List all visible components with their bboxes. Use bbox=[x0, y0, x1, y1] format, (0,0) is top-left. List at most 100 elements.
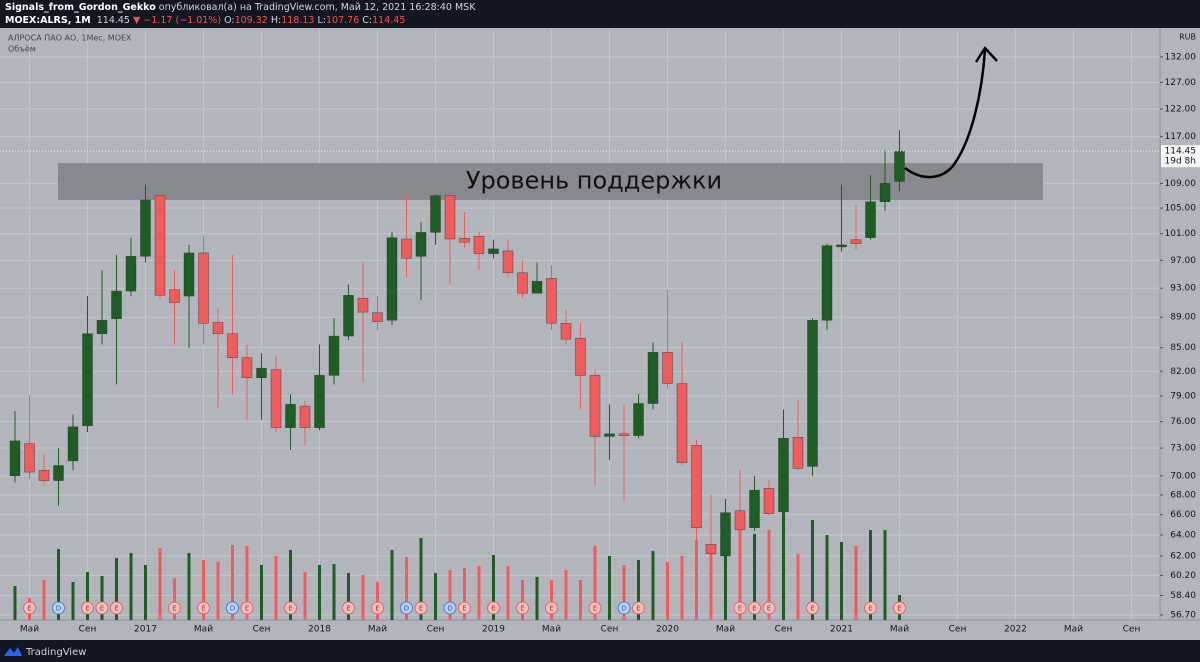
y-tick-label: 62.00 bbox=[1170, 551, 1196, 561]
candle-body bbox=[502, 250, 514, 273]
candle-body bbox=[575, 338, 586, 376]
volume-bar bbox=[767, 530, 771, 620]
candle-body bbox=[633, 403, 644, 436]
volume-bar bbox=[593, 546, 597, 620]
volume-bar bbox=[579, 580, 582, 620]
y-tick-label: 109.00 bbox=[1165, 179, 1197, 189]
y-tick-label: 101.00 bbox=[1165, 229, 1197, 239]
author[interactable]: Signals_from_Gordon_Gekko bbox=[5, 2, 156, 13]
arrow: ▼ bbox=[133, 15, 141, 26]
volume-bar bbox=[506, 566, 510, 620]
candle-body bbox=[328, 335, 340, 376]
c-label: C: bbox=[362, 15, 373, 26]
event-label: D bbox=[404, 605, 409, 613]
x-tick-label: Май bbox=[542, 625, 561, 635]
volume-bar bbox=[57, 549, 60, 620]
volume-bar bbox=[738, 527, 742, 620]
candle-body bbox=[604, 433, 615, 437]
event-label: D bbox=[447, 605, 452, 613]
event-marker bbox=[516, 601, 529, 615]
event-marker bbox=[95, 601, 109, 615]
countdown: 19d 8h bbox=[1165, 157, 1196, 167]
volume-bar bbox=[666, 562, 669, 620]
c: 114.45 bbox=[372, 15, 406, 26]
volume-bar bbox=[202, 560, 205, 620]
brand[interactable]: TradingView bbox=[25, 647, 86, 658]
volume-bar bbox=[883, 530, 887, 620]
candle-body bbox=[386, 237, 398, 321]
volume-bar bbox=[71, 582, 75, 620]
y-tick-label: 105.00 bbox=[1165, 204, 1197, 214]
candle-body bbox=[662, 352, 673, 384]
candle-body bbox=[140, 199, 151, 257]
candle-body bbox=[894, 150, 905, 182]
published: опубликовал(а) на TradingView.com, Май 1… bbox=[158, 2, 476, 13]
event-marker bbox=[893, 601, 906, 615]
symbol: MOEX:ALRS, 1M bbox=[5, 15, 91, 26]
volume-bar bbox=[289, 550, 292, 620]
y-tick-label: 82.00 bbox=[1170, 367, 1196, 377]
y-tick-label: 60.20 bbox=[1170, 571, 1196, 581]
y-tick-label: 89.00 bbox=[1170, 313, 1196, 323]
candle-body bbox=[256, 367, 267, 379]
event-marker bbox=[81, 601, 94, 615]
candle-body bbox=[299, 405, 311, 428]
event-label: E bbox=[114, 605, 118, 613]
candle-body bbox=[111, 290, 122, 319]
x-tick-label: Сен bbox=[1123, 625, 1141, 635]
x-tick-label: 2019 bbox=[482, 625, 505, 635]
volume-bar bbox=[231, 545, 234, 620]
candle-body bbox=[647, 352, 659, 404]
event-marker bbox=[414, 601, 428, 615]
volume-bar bbox=[86, 572, 89, 620]
event-label: E bbox=[27, 605, 31, 613]
event-marker bbox=[617, 601, 631, 615]
candle-body bbox=[763, 488, 775, 514]
candle-body bbox=[38, 469, 50, 481]
candle-body bbox=[865, 201, 876, 238]
volume-bar bbox=[564, 570, 568, 620]
candle-body bbox=[82, 333, 93, 427]
x-tick-label: 2018 bbox=[308, 625, 331, 635]
candle-body bbox=[372, 312, 383, 322]
y-tick-label: 73.00 bbox=[1170, 444, 1196, 454]
currency: RUB bbox=[1179, 33, 1196, 42]
candle-body bbox=[343, 295, 354, 337]
y-tick-label: 127.00 bbox=[1165, 78, 1197, 88]
volume-bar bbox=[724, 555, 727, 620]
volume-bar bbox=[840, 542, 843, 620]
volume-bar bbox=[100, 576, 104, 620]
x-tick-label: Сен bbox=[427, 625, 445, 635]
candle-body bbox=[749, 489, 760, 529]
candle-body bbox=[183, 252, 195, 297]
candle-body bbox=[430, 195, 441, 233]
event-marker bbox=[487, 601, 500, 615]
support-zone bbox=[58, 163, 1043, 200]
candle-body bbox=[821, 245, 833, 321]
candle-body bbox=[270, 369, 282, 428]
event-marker bbox=[226, 601, 239, 615]
candle-body bbox=[531, 280, 543, 294]
o-label: O: bbox=[224, 15, 235, 26]
chart-bg bbox=[0, 28, 1200, 640]
h: 118.13 bbox=[281, 15, 315, 26]
volume-bar bbox=[709, 546, 713, 620]
volume-bar bbox=[419, 538, 423, 620]
volume-bar bbox=[492, 555, 495, 620]
annotation: Уровень поддержки bbox=[466, 167, 722, 195]
candle-body bbox=[546, 278, 557, 324]
event-label: E bbox=[549, 605, 553, 613]
candle-body bbox=[517, 272, 528, 294]
candle-body bbox=[589, 375, 601, 437]
event-label: E bbox=[491, 605, 495, 613]
candle-body bbox=[241, 357, 253, 379]
volume-bar bbox=[854, 546, 858, 620]
candle-body bbox=[720, 512, 731, 557]
last-price-box bbox=[1161, 145, 1200, 168]
event-marker bbox=[733, 601, 747, 615]
event-marker bbox=[762, 601, 776, 615]
event-marker bbox=[52, 601, 65, 615]
event-label: E bbox=[520, 605, 524, 613]
volume-bar bbox=[13, 586, 17, 620]
event-marker bbox=[110, 601, 123, 615]
